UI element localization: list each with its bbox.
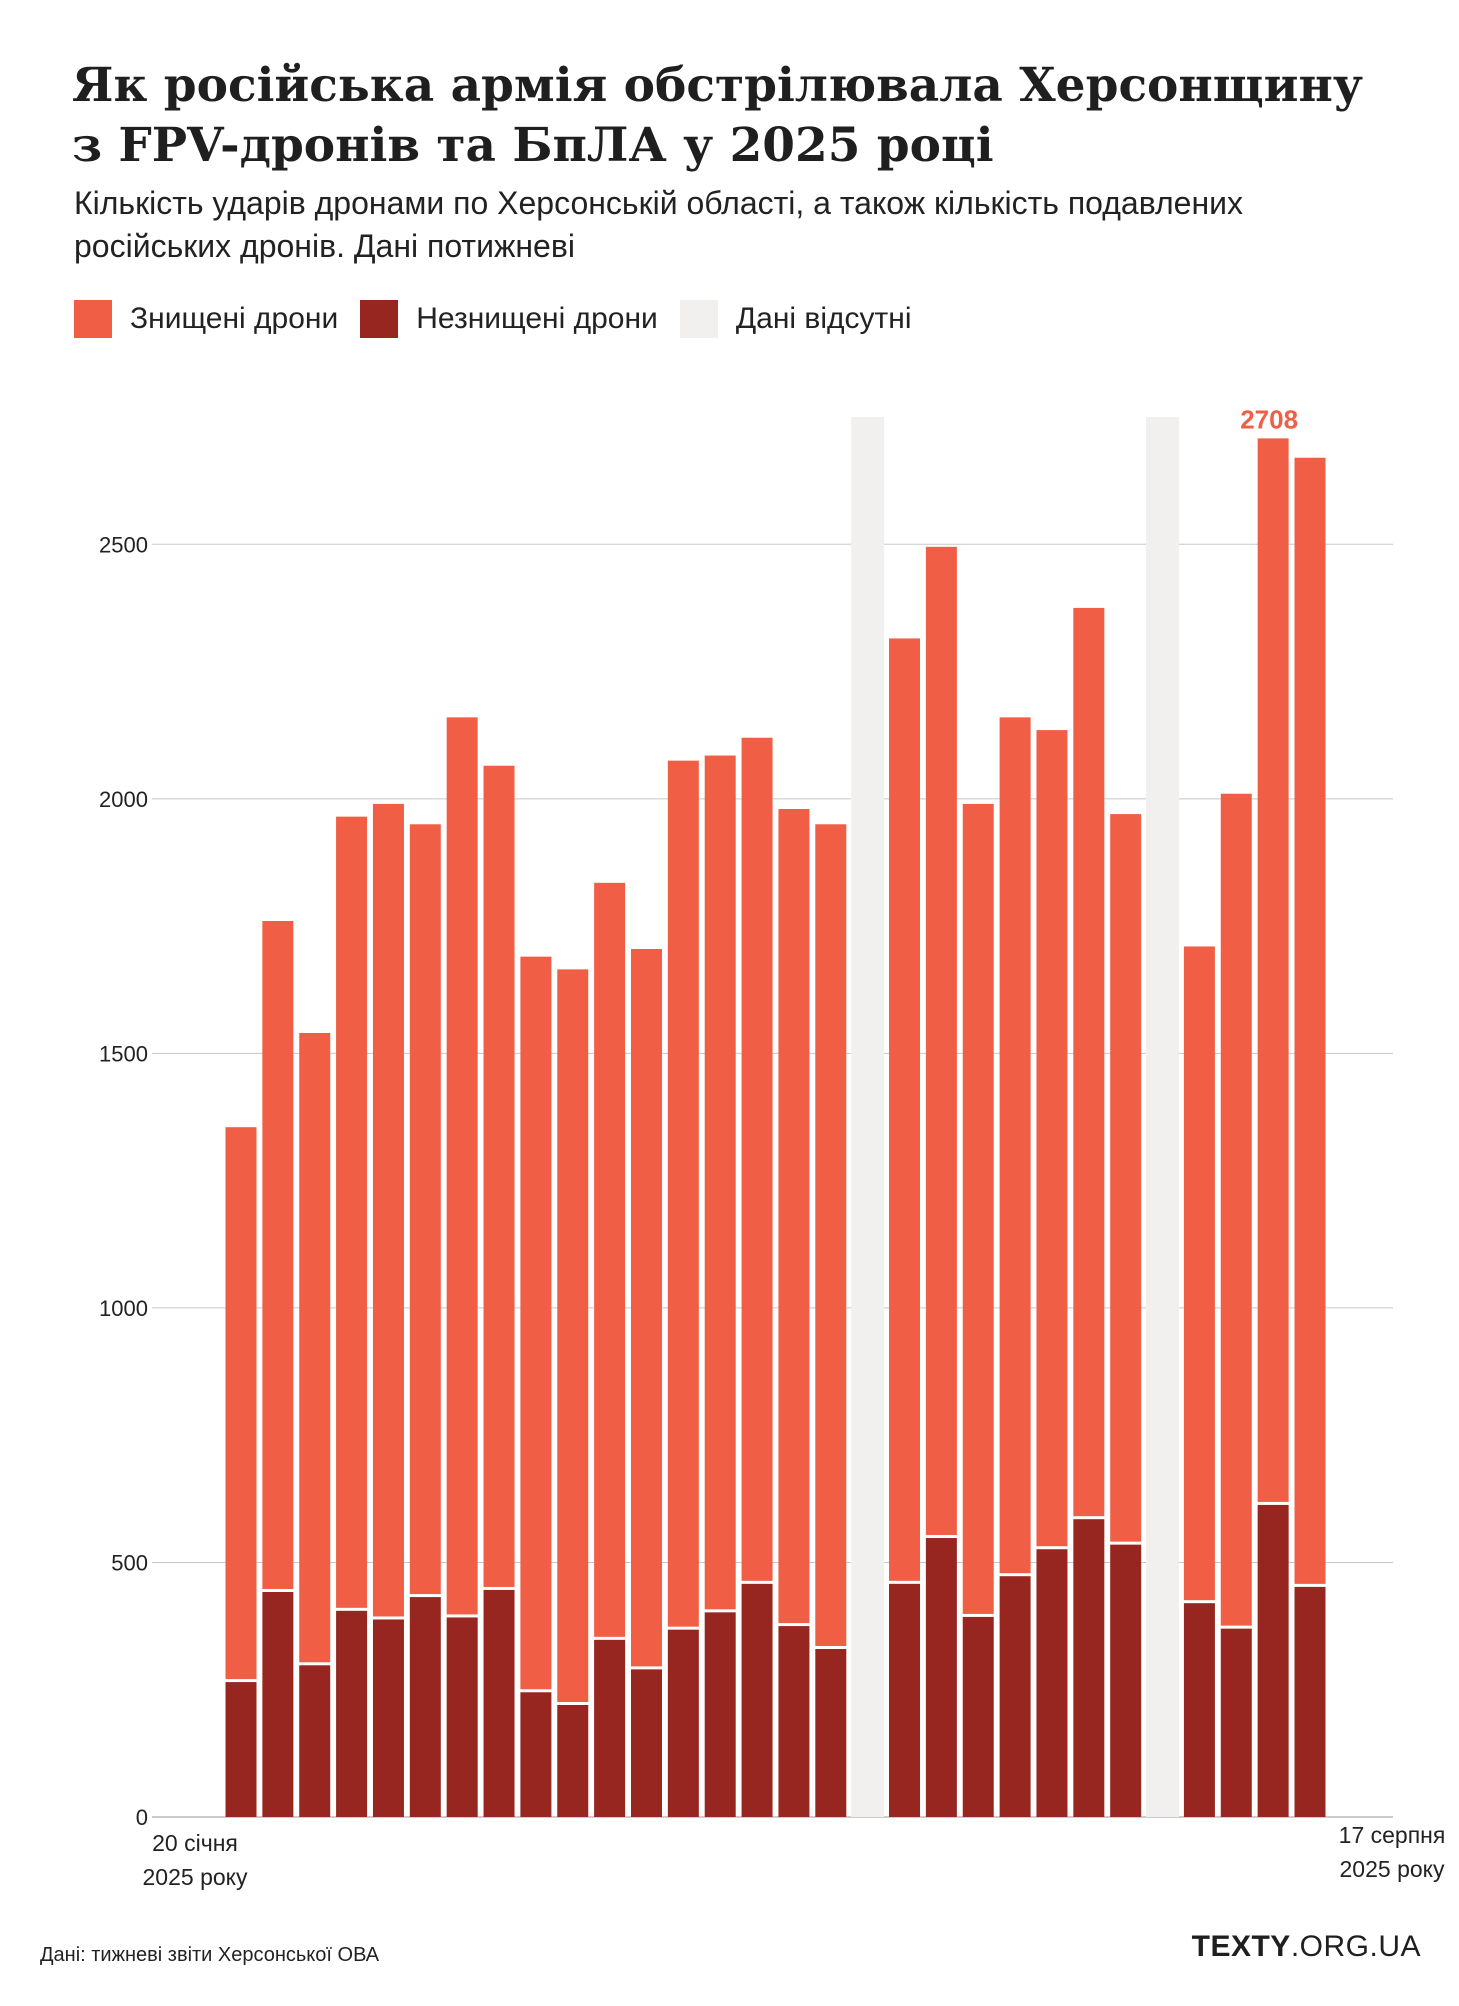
bar-not-destroyed: [520, 1692, 552, 1817]
bar-not-destroyed: [778, 1626, 810, 1817]
legend-swatch-not-destroyed: [360, 300, 399, 338]
bar-not-destroyed: [704, 1612, 736, 1817]
legend: Знищені дрони Незнищені дрони Дані відсу…: [74, 300, 933, 338]
bar-destroyed: [409, 824, 441, 1595]
bar-not-destroyed: [557, 1705, 589, 1817]
bar-destroyed: [336, 816, 368, 1608]
bar-destroyed: [704, 755, 736, 1610]
bar-destroyed: [999, 717, 1031, 1574]
source-note: Дані: тижневі звіти Херсонської ОВА: [40, 1944, 380, 1966]
bar-destroyed: [557, 969, 589, 1702]
bar-not-destroyed: [594, 1639, 626, 1817]
bar-not-destroyed: [889, 1583, 921, 1817]
legend-item-not-destroyed: Незнищені дрони: [360, 300, 658, 338]
bar-destroyed: [962, 803, 994, 1614]
bar-destroyed: [483, 765, 515, 1587]
bar-not-destroyed: [1036, 1549, 1068, 1817]
bar-not-destroyed: [999, 1576, 1031, 1817]
brand-rest: .ORG.UA: [1290, 1930, 1421, 1963]
bar-destroyed: [741, 737, 773, 1581]
y-tick-label: 1500: [99, 1041, 148, 1066]
bar-not-destroyed: [1073, 1519, 1105, 1817]
chart-area: 0 500 1000 1500 2000 2500 2708 20 січня 2025 рок…: [0, 400, 1459, 1900]
bar-destroyed: [667, 760, 699, 1627]
bar-not-destroyed: [1183, 1603, 1215, 1817]
legend-item-destroyed: Знищені дрони: [74, 300, 338, 338]
x-start-label: 20 січня: [152, 1830, 238, 1856]
x-start-label: 2025 року: [143, 1864, 248, 1890]
bar-not-destroyed: [962, 1616, 994, 1817]
bar-not-destroyed: [446, 1617, 478, 1817]
bar-not-destroyed: [815, 1649, 847, 1817]
bar-destroyed: [925, 546, 957, 1536]
bar-destroyed: [372, 803, 404, 1617]
bar-not-destroyed: [925, 1538, 957, 1817]
bar-destroyed: [1220, 793, 1252, 1626]
brand-logo: TEXTY.ORG.UA: [1192, 1930, 1421, 1964]
bar-destroyed: [778, 809, 810, 1624]
bar-destroyed: [1294, 457, 1326, 1584]
bar-destroyed: [1257, 438, 1289, 1502]
bar-not-destroyed: [1110, 1544, 1142, 1817]
missing-data-band: [1146, 417, 1180, 1817]
legend-swatch-destroyed: [74, 300, 112, 338]
bar-not-destroyed: [630, 1669, 662, 1817]
bar-not-destroyed: [262, 1591, 294, 1817]
bar-destroyed: [594, 882, 626, 1637]
missing-data-band: [851, 417, 885, 1817]
bar-destroyed: [889, 638, 921, 1581]
legend-label-not-destroyed: Незнищені дрони: [416, 302, 658, 335]
legend-label-destroyed: Знищені дрони: [130, 302, 339, 335]
bar-destroyed: [520, 956, 552, 1690]
bar-not-destroyed: [483, 1589, 515, 1817]
chart-title: Як російська армія обстрілювала Херсонщи…: [72, 58, 1364, 173]
x-end-label: 17 серпня: [1339, 1822, 1446, 1848]
bar-not-destroyed: [372, 1619, 404, 1817]
bar-not-destroyed: [336, 1610, 368, 1817]
bar-destroyed: [225, 1127, 257, 1680]
legend-item-missing: Дані відсутні: [679, 300, 912, 338]
bar-not-destroyed: [1257, 1504, 1289, 1817]
chart-subtitle: Кількість ударів дронами по Херсонській …: [74, 185, 1243, 264]
y-tick-label: 2500: [99, 532, 148, 557]
bar-chart: 0 500 1000 1500 2000 2500 2708 20 січня 2025 рок…: [99, 404, 1446, 1890]
y-tick-label: 500: [111, 1550, 148, 1575]
bar-destroyed: [1036, 730, 1068, 1547]
bar-not-destroyed: [1294, 1586, 1326, 1817]
bar-destroyed: [1073, 607, 1105, 1517]
y-tick-label: 1000: [99, 1296, 148, 1321]
bar-not-destroyed: [225, 1682, 257, 1817]
bar-destroyed: [1110, 814, 1142, 1542]
bar-not-destroyed: [1220, 1628, 1252, 1817]
bar-destroyed: [630, 949, 662, 1667]
bar-destroyed: [299, 1033, 331, 1663]
y-tick-label: 2000: [99, 787, 148, 812]
bar-not-destroyed: [667, 1629, 699, 1817]
x-end-label: 2025 року: [1340, 1856, 1445, 1882]
bar-not-destroyed: [299, 1665, 331, 1817]
y-tick-label: 0: [136, 1805, 148, 1830]
bar-not-destroyed: [741, 1583, 773, 1817]
bar-destroyed: [815, 824, 847, 1646]
peak-annotation: 2708: [1240, 404, 1298, 434]
brand-bold: TEXTY: [1191, 1930, 1291, 1963]
bar-destroyed: [1183, 946, 1215, 1601]
legend-label-missing: Дані відсутні: [735, 302, 912, 335]
legend-swatch-missing: [679, 300, 718, 338]
bar-destroyed: [262, 921, 294, 1589]
bar-not-destroyed: [409, 1597, 441, 1817]
bar-destroyed: [446, 717, 478, 1615]
